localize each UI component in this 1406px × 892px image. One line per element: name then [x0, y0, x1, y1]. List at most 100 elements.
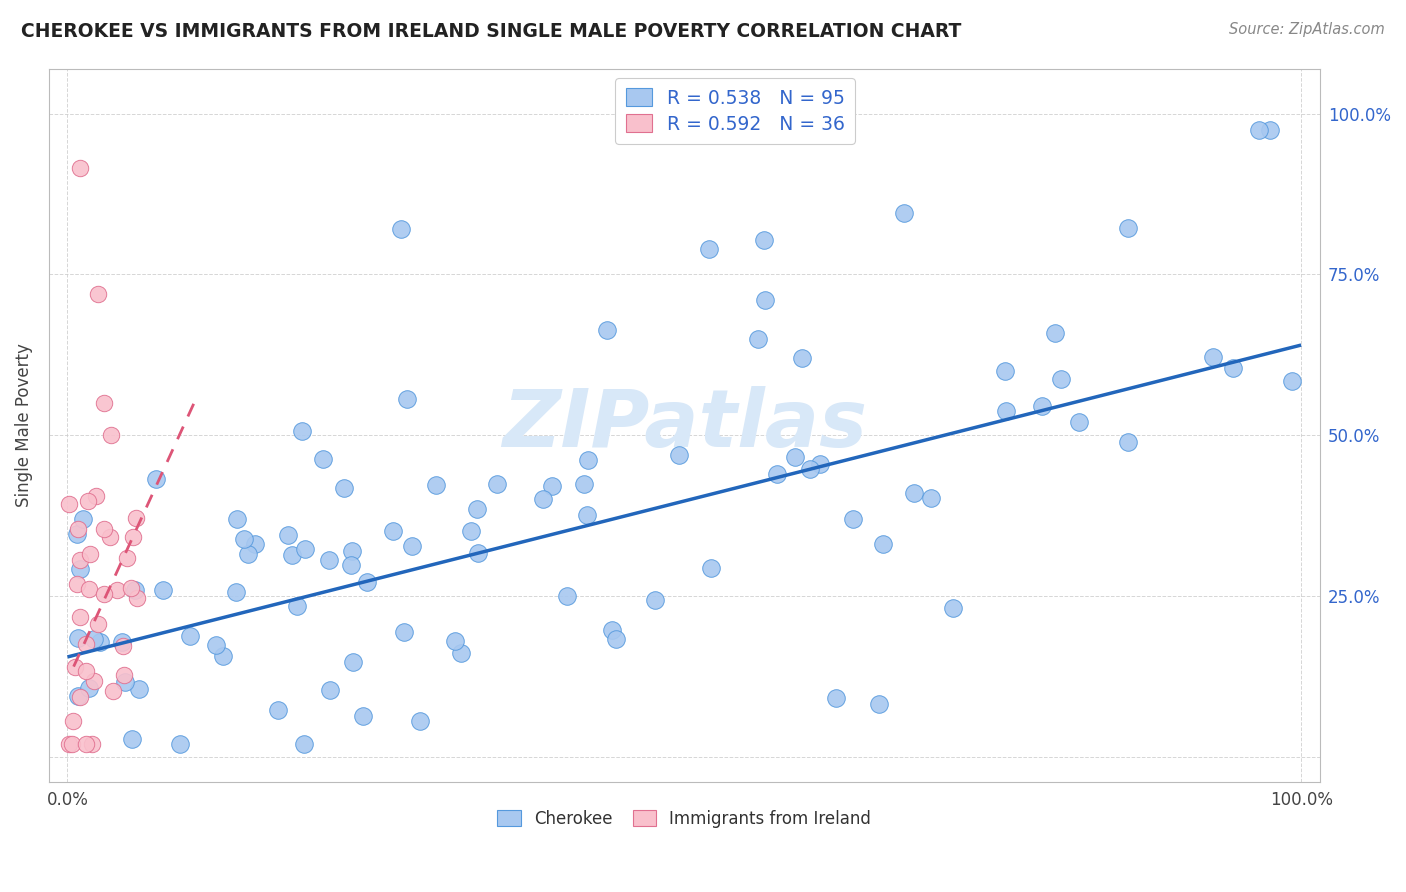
Point	[75, 664, 97, 678]
Point	[312, 452, 335, 467]
Point	[75, 637, 97, 651]
Point	[145, 472, 167, 486]
Point	[63, 660, 86, 674]
Point	[169, 737, 191, 751]
Point	[340, 544, 363, 558]
Point	[233, 532, 256, 546]
Point	[942, 601, 965, 615]
Point	[893, 205, 915, 219]
Point	[752, 233, 775, 247]
Point	[58, 737, 80, 751]
Point	[60, 737, 83, 751]
Point	[294, 542, 316, 557]
Point	[600, 623, 623, 637]
Point	[1031, 399, 1053, 413]
Point	[1249, 122, 1271, 136]
Point	[236, 548, 259, 562]
Point	[1067, 415, 1090, 429]
Point	[93, 522, 115, 536]
Text: ZIPatlas: ZIPatlas	[502, 386, 868, 465]
Point	[75, 737, 97, 751]
Point	[318, 552, 340, 566]
Point	[555, 589, 578, 603]
Y-axis label: Single Male Poverty: Single Male Poverty	[15, 343, 32, 508]
Point	[541, 478, 564, 492]
Point	[93, 396, 115, 410]
Point	[576, 453, 599, 467]
Point	[79, 547, 101, 561]
Point	[122, 530, 145, 544]
Point	[124, 582, 146, 597]
Point	[114, 674, 136, 689]
Point	[1281, 374, 1303, 388]
Point	[101, 684, 124, 698]
Point	[285, 599, 308, 613]
Point	[903, 486, 925, 500]
Point	[697, 242, 720, 256]
Point	[89, 635, 111, 649]
Point	[920, 491, 942, 505]
Point	[152, 582, 174, 597]
Point	[342, 655, 364, 669]
Point	[783, 450, 806, 465]
Point	[396, 392, 419, 406]
Point	[69, 161, 91, 176]
Point	[69, 553, 91, 567]
Point	[87, 286, 110, 301]
Point	[291, 424, 314, 438]
Point	[77, 493, 100, 508]
Point	[294, 737, 316, 751]
Point	[872, 537, 894, 551]
Point	[125, 511, 148, 525]
Point	[450, 646, 472, 660]
Point	[66, 689, 89, 703]
Point	[69, 610, 91, 624]
Point	[401, 539, 423, 553]
Point	[84, 489, 107, 503]
Point	[62, 714, 84, 729]
Point	[485, 477, 508, 491]
Point	[356, 574, 378, 589]
Point	[72, 512, 94, 526]
Point	[107, 583, 129, 598]
Point	[841, 511, 863, 525]
Point	[799, 462, 821, 476]
Point	[465, 501, 488, 516]
Point	[460, 524, 482, 539]
Point	[211, 648, 233, 663]
Point	[112, 639, 135, 653]
Point	[754, 293, 776, 307]
Point	[69, 690, 91, 704]
Text: CHEROKEE VS IMMIGRANTS FROM IRELAND SINGLE MALE POVERTY CORRELATION CHART: CHEROKEE VS IMMIGRANTS FROM IRELAND SING…	[21, 22, 962, 41]
Point	[352, 709, 374, 723]
Point	[179, 630, 201, 644]
Point	[1222, 360, 1244, 375]
Point	[340, 558, 363, 573]
Text: Source: ZipAtlas.com: Source: ZipAtlas.com	[1229, 22, 1385, 37]
Legend: Cherokee, Immigrants from Ireland: Cherokee, Immigrants from Ireland	[491, 804, 877, 835]
Point	[79, 582, 101, 596]
Point	[389, 222, 412, 236]
Point	[98, 530, 121, 544]
Point	[1258, 122, 1281, 136]
Point	[226, 512, 249, 526]
Point	[994, 364, 1017, 378]
Point	[277, 528, 299, 542]
Point	[79, 681, 101, 695]
Point	[58, 497, 80, 511]
Point	[531, 492, 554, 507]
Point	[112, 668, 135, 682]
Point	[467, 546, 489, 560]
Point	[409, 714, 432, 728]
Point	[120, 581, 142, 595]
Point	[125, 591, 148, 605]
Point	[766, 467, 789, 481]
Point	[87, 617, 110, 632]
Point	[83, 632, 105, 647]
Point	[700, 561, 723, 575]
Point	[644, 592, 666, 607]
Point	[100, 428, 122, 442]
Point	[868, 697, 890, 711]
Point	[111, 635, 134, 649]
Point	[425, 478, 447, 492]
